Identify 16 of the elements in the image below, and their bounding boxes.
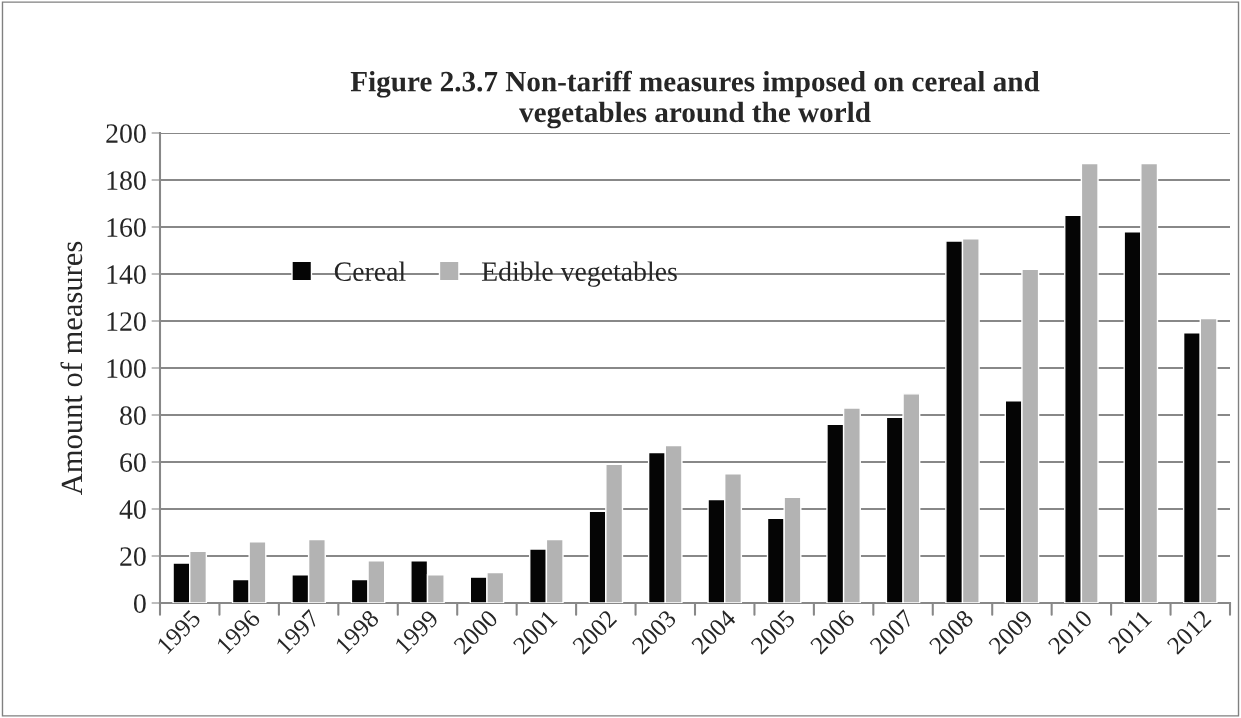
- y-tick-label: 40: [119, 500, 146, 519]
- y-tick-label: 180: [107, 171, 146, 190]
- y-tick-label: 120: [107, 312, 146, 331]
- y-axis-title: Amount of measures: [60, 241, 83, 495]
- chart-title: Figure 2.3.7 Non-tariff measures imposed on cereal and vegetables around the world: [350, 70, 1040, 129]
- legend-label: Cereal: [334, 261, 406, 281]
- y-tick-label: 0: [133, 594, 146, 613]
- y-tick-label: 160: [107, 218, 146, 237]
- y-tick-label: 20: [120, 547, 146, 566]
- legend-label: Edible vegetables: [481, 261, 677, 287]
- x-tick-label: 2011: [1107, 609, 1153, 655]
- y-tick-label: 80: [120, 406, 146, 425]
- y-tick-label: 140: [107, 265, 146, 284]
- y-tick-label: 100: [107, 359, 146, 378]
- y-tick-label: 60: [120, 453, 146, 472]
- y-tick-label: 200: [106, 124, 146, 143]
